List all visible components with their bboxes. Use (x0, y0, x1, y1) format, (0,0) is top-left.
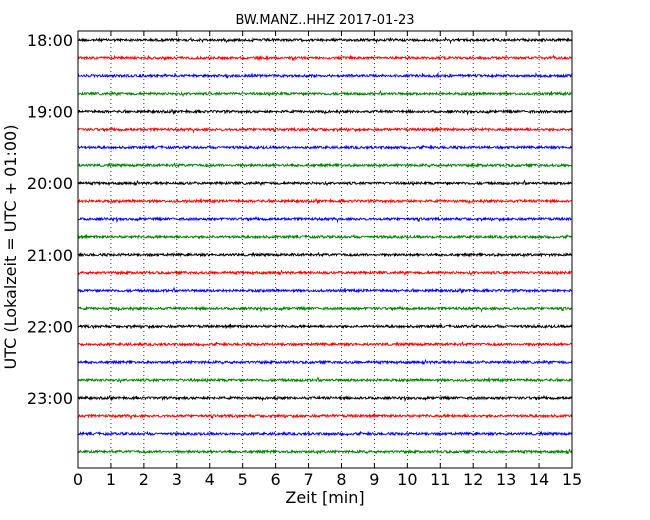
x-tick-label: 6 (271, 470, 281, 489)
x-tick-label: 9 (369, 470, 379, 489)
trace-line (77, 286, 573, 295)
x-tick-label: 7 (303, 470, 313, 489)
trace-line (77, 448, 573, 456)
x-tick-label: 3 (172, 470, 182, 489)
y-tick-label: 20:00 (27, 174, 73, 193)
trace-line (77, 341, 573, 348)
x-tick-label: 15 (562, 470, 582, 489)
seismic-traces (77, 36, 573, 456)
trace-line (77, 179, 573, 187)
plot-frame (77, 30, 573, 469)
trace-line (77, 108, 573, 116)
trace-line (77, 54, 573, 62)
y-tick-label: 21:00 (27, 246, 73, 265)
trace-line (77, 269, 573, 277)
x-tick-label: 1 (106, 470, 116, 489)
y-tick-label: 22:00 (27, 317, 73, 336)
trace-line (77, 394, 573, 403)
y-tick-label: 19:00 (27, 103, 73, 122)
trace-line (77, 89, 573, 98)
trace-line (77, 305, 573, 313)
trace-line (77, 323, 573, 330)
x-tick-label: 2 (139, 470, 149, 489)
trace-line (77, 251, 573, 259)
y-axis-ticks: 18:00 19:00 20:00 21:00 22:00 23:00 (27, 31, 572, 408)
y-tick-label: 18:00 (27, 31, 73, 50)
x-tick-label: 8 (336, 470, 346, 489)
x-tick-label: 10 (397, 470, 417, 489)
x-tick-label: 13 (496, 470, 516, 489)
trace-line (77, 36, 573, 45)
trace-line (77, 233, 573, 240)
trace-line (77, 126, 573, 134)
x-tick-label: 11 (430, 470, 450, 489)
x-axis-label: Zeit [min] (285, 488, 364, 507)
x-axis-ticks: 0 1 2 3 4 5 6 7 8 9 10 11 12 13 14 15 (73, 31, 582, 489)
trace-line (77, 162, 573, 169)
x-tick-label: 5 (238, 470, 248, 489)
trace-line (77, 215, 573, 224)
x-tick-label: 4 (205, 470, 215, 489)
trace-line (77, 144, 573, 151)
trace-line (77, 430, 573, 437)
trace-line (77, 376, 573, 384)
trace-line (77, 412, 573, 421)
vertical-grid (110, 31, 540, 468)
x-tick-label: 14 (529, 470, 549, 489)
y-tick-label: 23:00 (27, 389, 73, 408)
trace-line (77, 359, 573, 366)
x-tick-label: 0 (73, 470, 83, 489)
trace-line (77, 197, 573, 205)
x-tick-label: 12 (463, 470, 483, 489)
y-axis-label: UTC (Lokalzeit = UTC + 01:00) (1, 125, 20, 370)
chart-title: BW.MANZ..HHZ 2017-01-23 (235, 13, 414, 28)
trace-line (77, 71, 573, 79)
